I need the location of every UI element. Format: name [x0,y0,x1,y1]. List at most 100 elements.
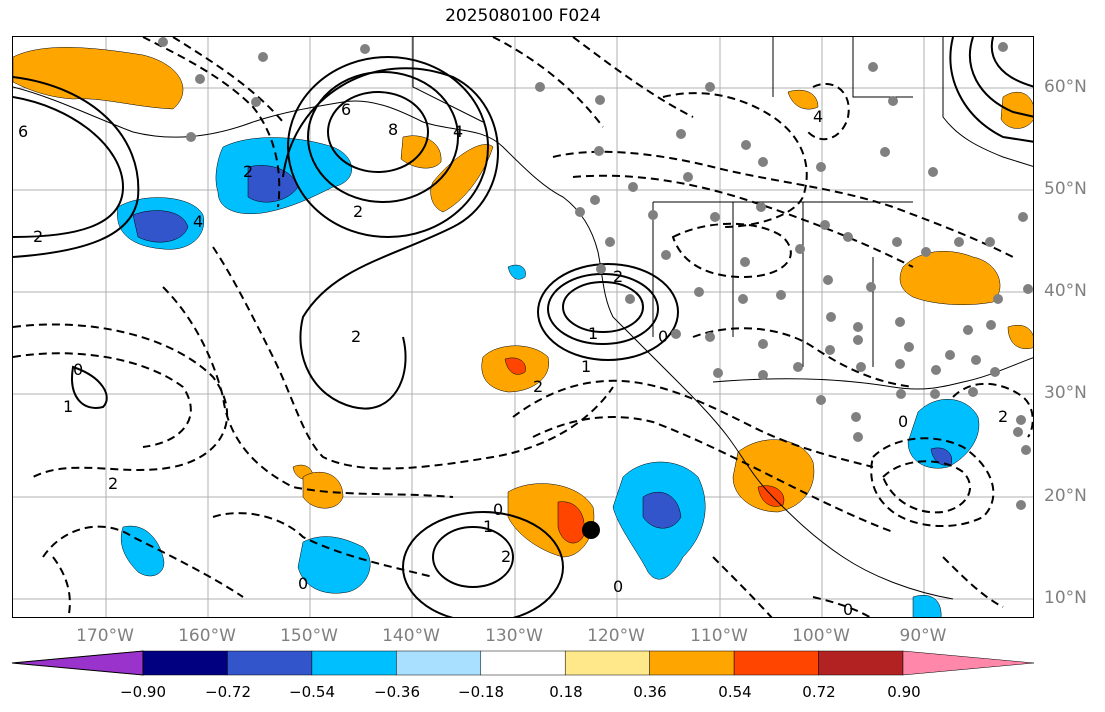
station-dot [710,212,720,222]
shaded-anomalies [13,47,1033,617]
colorbar-segment [564,650,650,676]
contour-label: 2 [243,162,253,181]
colorbar-tick: −0.36 [374,683,420,701]
colorbar-segments [11,650,1035,676]
station-dot [998,42,1008,52]
station-dot [986,320,996,330]
contour-label: 0 [613,577,623,596]
contour-west-3 [71,365,108,409]
lat-label: 10°N [1044,588,1087,608]
colorbar-tick: −0.18 [458,683,504,701]
station-dot [954,237,964,247]
station-dot [843,232,853,242]
station-dot [776,290,786,300]
colorbar-tick: 0.18 [549,683,583,701]
station-dot [931,365,941,375]
station-dot [694,287,704,297]
station-dot [816,162,826,172]
colorbar-tick: −0.90 [120,683,166,701]
contour-pac-2 [402,511,564,617]
station-dot [990,367,1000,377]
map-panel: 2 6 8 4 2 2 0 2 1 0 2 0 1 2 0 1 0 0 2 2 … [12,36,1034,618]
station-dot [575,207,585,217]
shade-orange-bc [430,144,494,213]
contour-label: 4 [453,122,463,141]
colorbar-segment [818,650,904,676]
station-markers [158,37,1033,510]
station-dot [758,339,768,349]
contour-low-gulf-2 [307,71,459,203]
station-dot [853,432,863,442]
station-dot [930,389,940,399]
station-dot [758,157,768,167]
contour-label: 2 [108,474,118,493]
station-dot [968,387,978,397]
map-title: 2025080100 F024 [445,6,601,26]
station-dot [851,412,861,422]
station-dot [758,370,768,380]
station-dot [816,395,826,405]
station-dot [683,172,693,182]
station-dot [661,250,671,260]
station-dot [251,97,261,107]
station-dot [738,294,748,304]
contour-label: 6 [18,122,28,141]
station-dot [1013,427,1023,437]
lon-label: 130°W [485,626,543,646]
station-dot [793,362,803,372]
contour-label: 2 [353,202,363,221]
contour-label: 1 [581,357,591,376]
station-dot [993,294,1003,304]
shade-orange-aleutian [13,47,184,110]
colorbar [11,650,1035,676]
station-dot [853,322,863,332]
contour-ca-1 [562,281,644,333]
station-dot [963,325,973,335]
station-dot [853,335,863,345]
contour-labels: 2 6 8 4 2 2 0 2 1 0 2 0 1 2 0 1 0 0 2 2 … [18,100,1008,617]
station-dot [756,202,766,212]
station-dot [1016,500,1026,510]
station-dot [628,182,638,192]
contour-label: 8 [388,120,398,139]
station-dot [904,342,914,352]
station-dot [713,368,723,378]
dashed-contours [13,37,1033,617]
shade-blue-bottom [912,594,942,617]
contour-label: 0 [73,360,83,379]
station-dot [671,329,681,339]
station-dot [826,312,836,322]
shade-red-east-pac [557,501,585,544]
contour-west-2 [13,76,140,258]
shade-orange-small2 [302,471,344,509]
shade-blue-small [507,264,526,280]
station-dot [596,264,606,274]
station-dot [895,317,905,327]
contour-label: 2 [351,327,361,346]
station-dot [676,129,686,139]
contour-label: 2 [33,227,43,246]
station-dot [868,62,878,72]
station-dot [195,74,205,84]
station-dot [648,210,658,220]
station-dot [825,345,835,355]
station-dot [705,82,715,92]
contour-label: 0 [898,412,908,431]
contour-low-gulf-1 [327,91,429,173]
station-dot [921,247,931,257]
colorbar-segment [142,650,228,676]
station-dot [590,195,600,205]
shade-darkblue-mexico [642,492,682,529]
station-dot [605,237,615,247]
shade-orange-east [1007,324,1033,350]
station-dot [985,237,995,247]
station-dot [971,355,981,365]
contour-label: 0 [658,327,668,346]
station-dot [892,237,902,247]
contour-label: 1 [63,397,73,416]
contour-ca-2 [547,273,659,345]
station-dot [856,362,866,372]
colorbar-segment [733,650,819,676]
contour-label: 4 [193,212,203,231]
contour-pac-1 [432,526,514,588]
